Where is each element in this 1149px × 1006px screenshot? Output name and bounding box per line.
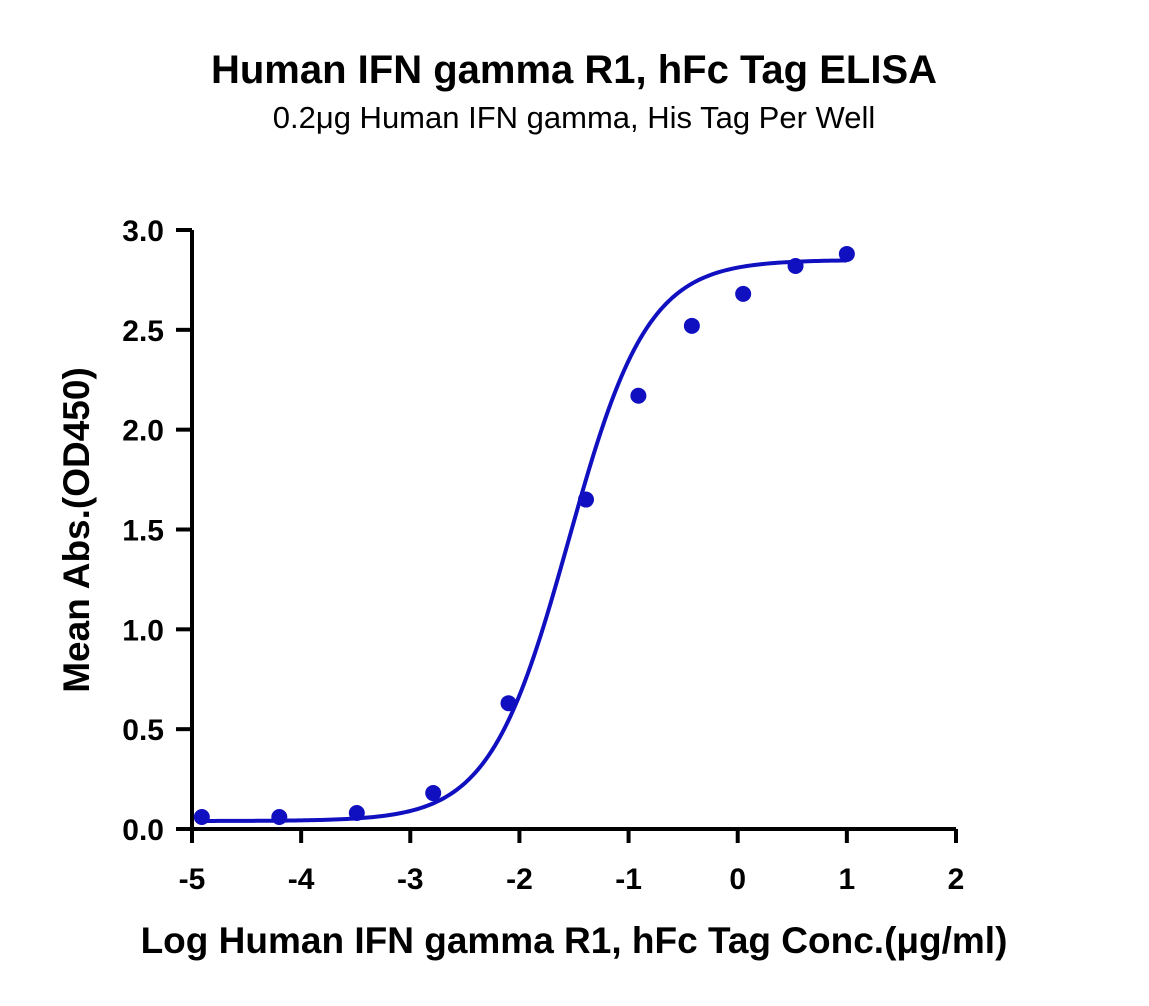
y-tick-label: 1.0 — [122, 614, 164, 647]
data-point — [271, 809, 288, 826]
data-point — [838, 245, 855, 262]
x-axis-ticks: -5 -4 -3 -2 -1 0 1 2 — [179, 829, 965, 896]
x-tick-label: -3 — [397, 863, 424, 896]
x-tick-label: -4 — [288, 863, 315, 896]
x-tick-label: 1 — [839, 863, 856, 896]
x-tick-label: -5 — [179, 863, 206, 896]
y-axis-ticks: 0.0 0.5 1.0 1.5 2.0 2.5 3.0 — [122, 215, 192, 847]
y-axis-label: Mean Abs.(OD450) — [56, 367, 97, 693]
chart-title: Human IFN gamma R1, hFc Tag ELISA — [211, 48, 937, 92]
data-point — [348, 805, 365, 822]
data-point — [193, 809, 210, 826]
x-tick-label: 0 — [729, 863, 746, 896]
y-tick-label: 0.5 — [122, 714, 164, 747]
y-tick-label: 3.0 — [122, 215, 164, 248]
data-point — [630, 387, 647, 404]
y-tick-label: 0.0 — [122, 814, 164, 847]
y-tick-label: 1.5 — [122, 515, 164, 548]
y-tick-label: 2.5 — [122, 315, 164, 348]
data-point — [425, 785, 442, 802]
data-point — [787, 257, 804, 274]
x-tick-label: -1 — [615, 863, 642, 896]
data-point — [578, 491, 595, 508]
x-axis-label: Log Human IFN gamma R1, hFc Tag Conc.(μg… — [141, 920, 1008, 961]
data-point — [683, 317, 700, 334]
data-point — [500, 695, 517, 712]
x-tick-label: -2 — [506, 863, 533, 896]
fit-curve — [201, 258, 847, 823]
x-tick-label: 2 — [948, 863, 965, 896]
chart-subtitle: 0.2μg Human IFN gamma, His Tag Per Well — [273, 100, 876, 135]
data-points — [193, 245, 855, 826]
data-point — [735, 285, 752, 302]
y-tick-label: 2.0 — [122, 415, 164, 448]
